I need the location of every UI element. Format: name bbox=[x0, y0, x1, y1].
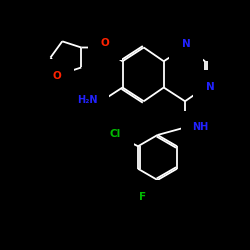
Text: NH: NH bbox=[192, 122, 209, 132]
Text: F: F bbox=[139, 192, 146, 202]
Text: N: N bbox=[182, 39, 191, 49]
Text: Cl: Cl bbox=[110, 129, 121, 139]
Text: H₂N: H₂N bbox=[77, 95, 98, 105]
Text: O: O bbox=[100, 38, 110, 48]
Text: O: O bbox=[53, 71, 62, 81]
Text: N: N bbox=[206, 82, 214, 92]
